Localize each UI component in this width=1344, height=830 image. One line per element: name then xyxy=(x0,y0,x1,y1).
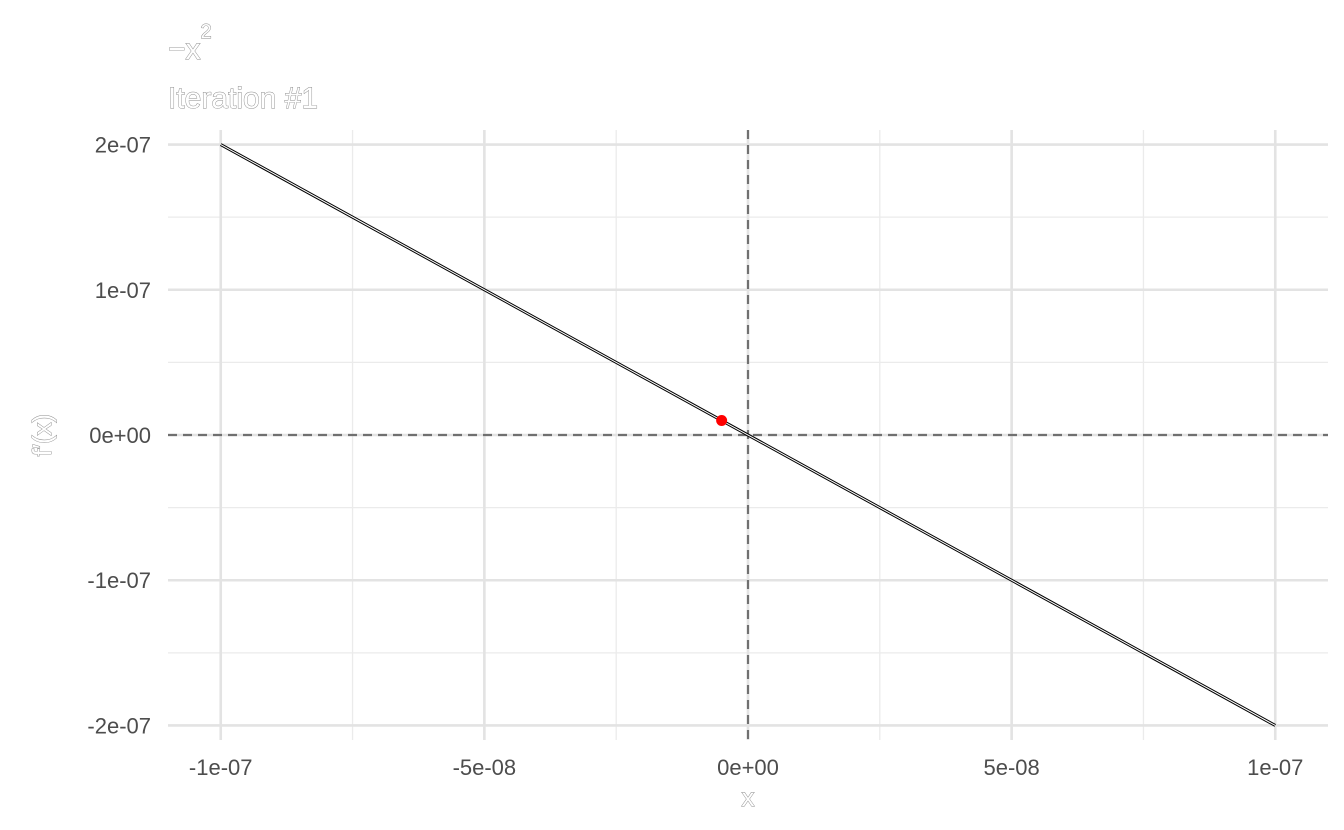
series-line xyxy=(220,144,1276,726)
chart-title-exponent: 2 xyxy=(201,21,212,43)
chart-subtitle: Iteration #1 xyxy=(168,82,318,115)
y-tick-label: 0e+00 xyxy=(89,423,151,448)
series-layer xyxy=(220,143,1276,727)
y-tick-label: -1e-07 xyxy=(87,568,151,593)
x-tick-label: 5e-08 xyxy=(983,755,1039,780)
x-tick-label: -1e-07 xyxy=(189,755,253,780)
y-tick-label: 1e-07 xyxy=(95,278,151,303)
iteration-point xyxy=(716,414,728,426)
x-axis-label: x xyxy=(742,782,755,812)
x-tick-label: -5e-08 xyxy=(453,755,517,780)
chart-title: −x2 xyxy=(168,21,212,66)
chart-title-base: −x xyxy=(168,33,201,66)
x-tick-label: 0e+00 xyxy=(717,755,779,780)
y-tick-label: -2e-07 xyxy=(87,713,151,738)
y-tick-label: 2e-07 xyxy=(95,133,151,158)
y-axis-label: f′(x) xyxy=(27,414,57,456)
y-tick-labels: 2e-07 1e-07 0e+00 -1e-07 -2e-07 xyxy=(87,133,151,739)
x-tick-labels: -1e-07 -5e-08 0e+00 5e-08 1e-07 xyxy=(189,755,1303,780)
x-tick-label: 1e-07 xyxy=(1247,755,1303,780)
point-layer xyxy=(716,414,728,426)
